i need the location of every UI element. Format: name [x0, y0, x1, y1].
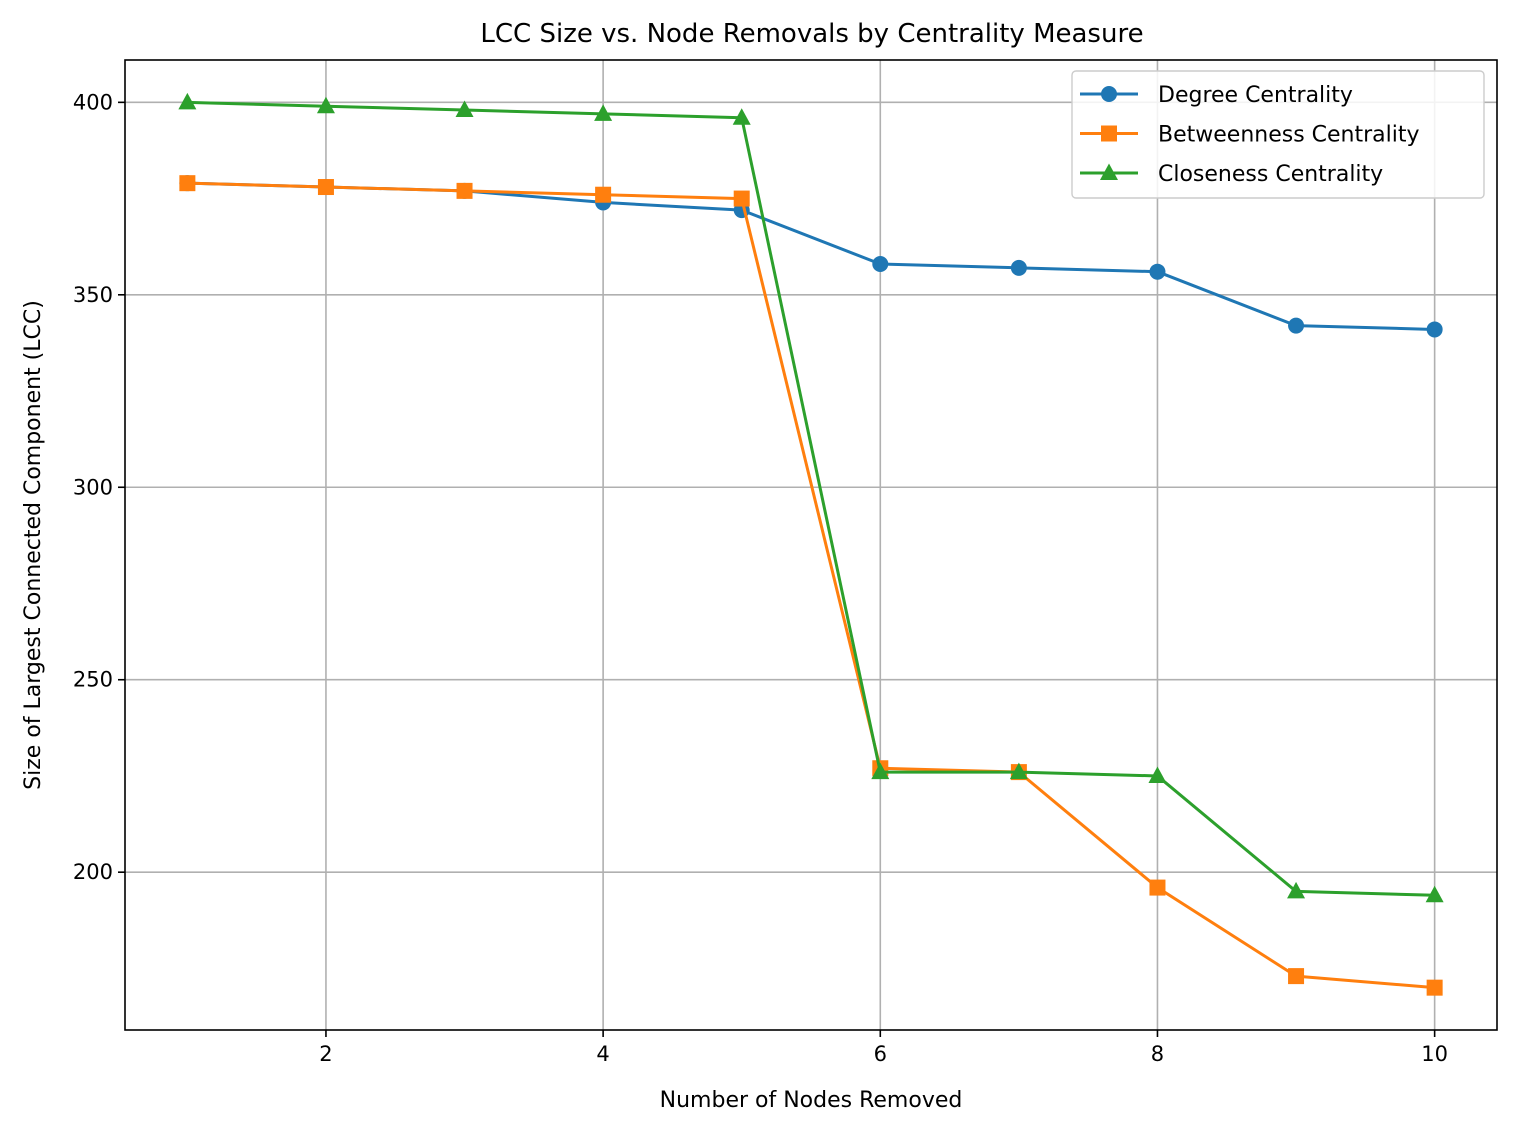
x-axis-title: Number of Nodes Removed	[660, 1088, 963, 1113]
plot-frame	[124, 59, 1498, 1031]
data-point-betweenness	[595, 186, 612, 203]
legend-label-degree: Degree Centrality	[1158, 83, 1353, 108]
data-point-degree	[872, 256, 889, 273]
legend-marker-closeness	[1100, 163, 1118, 180]
x-tick-label: 6	[874, 1042, 887, 1066]
data-point-degree	[1010, 259, 1027, 276]
y-tick-label: 400	[73, 90, 113, 114]
series-line-closeness	[187, 100, 1435, 897]
data-point-betweenness	[733, 190, 750, 207]
data-point-closeness	[732, 108, 751, 125]
data-point-closeness	[455, 100, 474, 118]
data-point-closeness	[594, 104, 613, 121]
series-line-betweenness	[187, 181, 1435, 990]
data-point-betweenness	[179, 175, 196, 192]
y-tick-label: 250	[73, 668, 113, 692]
series-group	[178, 92, 1444, 996]
series-closeness	[178, 92, 1444, 903]
data-point-degree	[1288, 317, 1305, 334]
chart-title: LCC Size vs. Node Removals by Centrality…	[480, 19, 1143, 49]
y-tick-label: 350	[73, 283, 113, 307]
data-point-betweenness	[1149, 879, 1166, 896]
y-tick-label: 200	[73, 860, 113, 884]
data-point-closeness	[178, 92, 197, 110]
legend-marker-betweenness	[1101, 125, 1117, 142]
data-point-closeness	[871, 762, 890, 780]
data-point-degree	[1426, 321, 1443, 338]
series-betweenness	[179, 175, 1443, 996]
x-tick-label: 8	[1151, 1042, 1164, 1066]
data-point-betweenness	[1288, 968, 1305, 985]
data-point-closeness	[1148, 766, 1167, 783]
data-point-betweenness	[456, 182, 473, 199]
legend: Degree Centrality Betweenness Centrality C…	[1071, 70, 1485, 199]
data-point-betweenness	[1426, 979, 1443, 996]
data-point-closeness	[316, 96, 335, 114]
x-tick-label: 4	[596, 1042, 609, 1066]
legend-label-closeness: Closeness Centrality	[1158, 162, 1383, 187]
legend-marker-degree	[1101, 86, 1117, 102]
x-tick-label: 10	[1421, 1042, 1448, 1066]
x-tick-label: 2	[319, 1042, 332, 1066]
data-point-closeness	[1009, 762, 1028, 780]
y-tick-label: 300	[73, 475, 113, 499]
y-axis-title: Size of Largest Connected Component (LCC…	[21, 300, 46, 790]
data-point-closeness	[1425, 885, 1444, 903]
data-point-closeness	[1287, 881, 1306, 899]
data-point-betweenness	[317, 179, 334, 196]
legend-label-betweenness: Betweenness Centrality	[1158, 123, 1420, 148]
data-point-degree	[1149, 263, 1166, 280]
legend-box	[1071, 70, 1485, 199]
axis-ticks: 2 4 6 8 10 200 250 300 350 400	[73, 90, 1448, 1066]
